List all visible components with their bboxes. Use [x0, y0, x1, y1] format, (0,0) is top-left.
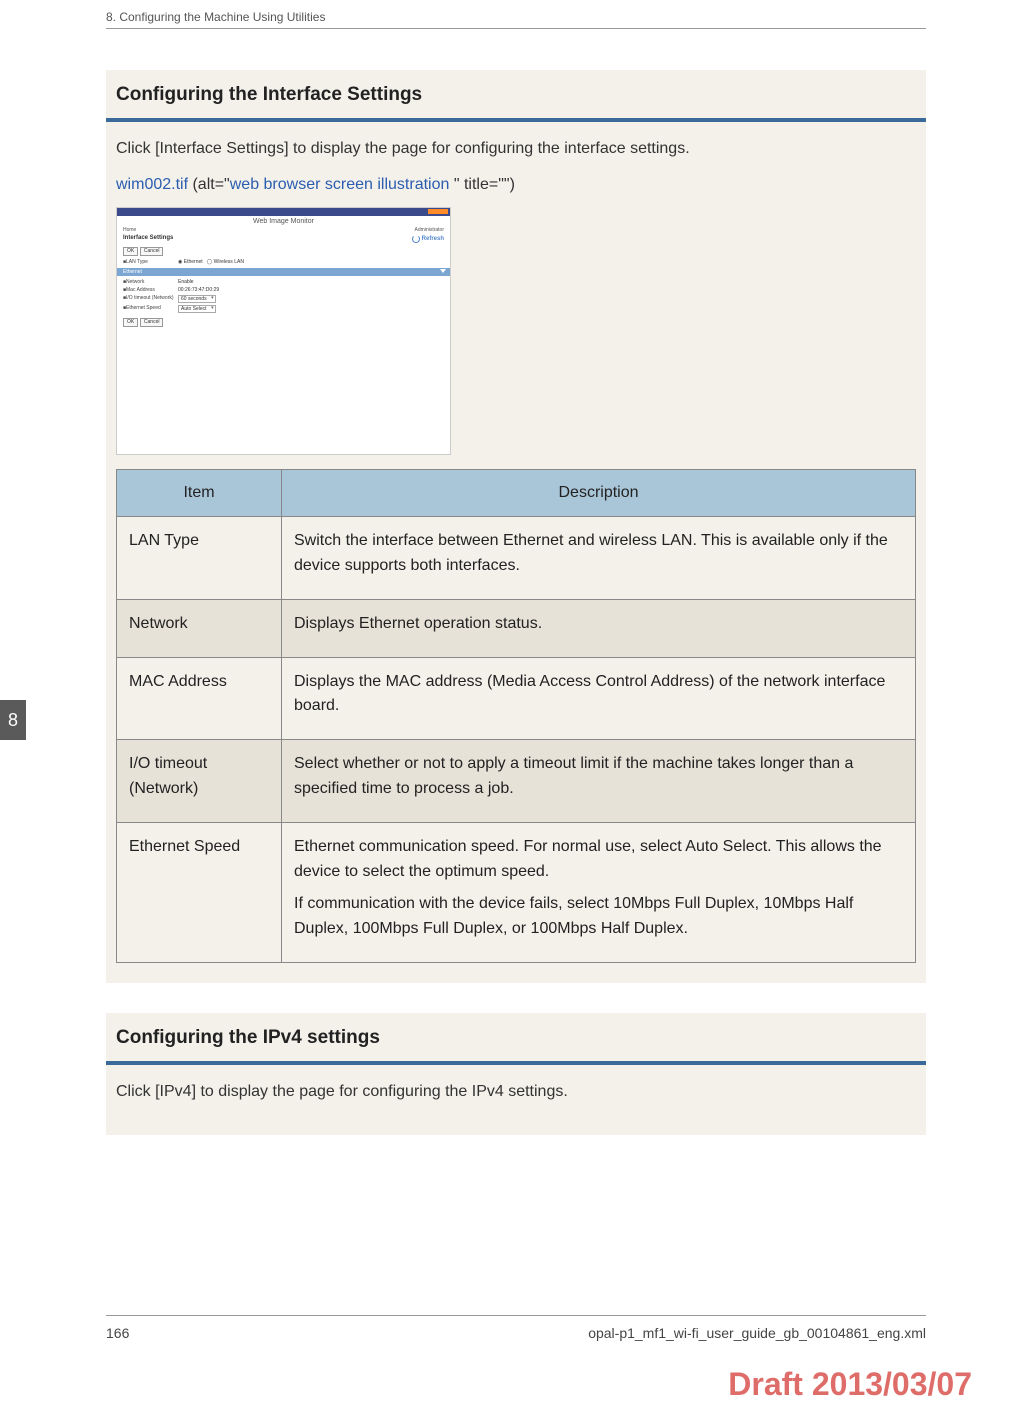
mb-io-select: 60 seconds	[178, 295, 216, 303]
header-rule	[106, 28, 926, 29]
draft-stamp: Draft 2013/03/07	[728, 1366, 972, 1403]
mb-cancel-button-bottom: Cancel	[140, 318, 164, 327]
cell-item: Ethernet Speed	[117, 822, 282, 962]
cell-description: Displays Ethernet operation status.	[282, 599, 916, 657]
mb-speed-row: ■Ethernet Speed Auto Select	[117, 304, 450, 314]
mb-page-heading-row: Interface Settings Refresh	[117, 233, 450, 247]
page-number: 166	[106, 1325, 129, 1341]
mb-refresh: Refresh	[412, 235, 444, 243]
footer-rule	[106, 1315, 926, 1316]
mb-speed-label: ■Ethernet Speed	[123, 305, 178, 313]
interface-settings-table: Item Description LAN TypeSwitch the inte…	[116, 469, 916, 963]
screenshot-illustration: Web Image Monitor Home Administrator Int…	[116, 207, 916, 455]
mb-ethernet-bar: Ethernet	[117, 268, 450, 276]
section-title: Configuring the Interface Settings	[106, 70, 926, 122]
description-paragraph: Displays Ethernet operation status.	[294, 612, 903, 637]
mb-mac-label: ■Mac Address	[123, 287, 178, 293]
mb-lan-wireless: ◯ Wireless LAN	[207, 259, 244, 265]
section-ipv4-settings: Configuring the IPv4 settings Click [IPv…	[106, 1013, 926, 1135]
mb-lan-type-label: ■LAN Type	[123, 259, 178, 265]
cell-item: MAC Address	[117, 657, 282, 740]
cell-description: Switch the interface between Ethernet an…	[282, 517, 916, 600]
mb-admin-label: Administrator	[415, 227, 444, 233]
mb-lan-ethernet: ◉ Ethernet	[178, 259, 203, 265]
mb-page-heading: Interface Settings	[123, 235, 173, 243]
mb-io-label: ■I/O timeout (Network)	[123, 295, 178, 303]
chapter-side-tab: 8	[0, 700, 26, 740]
mb-button-row-top: OK Cancel	[117, 247, 450, 258]
cell-description: Displays the MAC address (Media Access C…	[282, 657, 916, 740]
section-intro: Click [Interface Settings] to display th…	[116, 136, 916, 162]
mb-network-row: ■Network Enable	[117, 278, 450, 286]
image-ref-line: wim002.tif (alt="web browser screen illu…	[116, 172, 916, 198]
table-row: Network Displays Ethernet operation statu…	[117, 599, 916, 657]
image-alt-link[interactable]: web browser screen illustration	[230, 176, 450, 193]
cell-description: Select whether or not to apply a timeout…	[282, 740, 916, 823]
mb-home-link: Home	[123, 227, 136, 233]
cell-item: Network	[117, 599, 282, 657]
alt-prefix: (alt="	[188, 176, 230, 193]
mb-ok-button: OK	[123, 247, 138, 256]
mb-mac-row: ■Mac Address 00:26:73:47:D0:29	[117, 286, 450, 294]
chevron-down-icon	[440, 269, 446, 273]
table-row: LAN TypeSwitch the interface between Eth…	[117, 517, 916, 600]
description-paragraph: Switch the interface between Ethernet an…	[294, 529, 903, 579]
description-paragraph: Displays the MAC address (Media Access C…	[294, 670, 903, 720]
mb-top-right-accent	[428, 209, 448, 214]
section-intro: Click [IPv4] to display the page for con…	[116, 1079, 916, 1105]
mb-topbar	[117, 208, 450, 216]
table-row: MAC AddressDisplays the MAC address (Med…	[117, 657, 916, 740]
col-description: Description	[282, 470, 916, 517]
image-filename-link[interactable]: wim002.tif	[116, 176, 188, 193]
table-header-row: Item Description	[117, 470, 916, 517]
section-body: Click [IPv4] to display the page for con…	[106, 1065, 926, 1135]
mb-cancel-button: Cancel	[140, 247, 164, 256]
mb-ethernet-bar-label: Ethernet	[117, 269, 142, 275]
col-item: Item	[117, 470, 282, 517]
mb-button-row-bottom: OK Cancel	[117, 318, 450, 329]
mini-browser: Web Image Monitor Home Administrator Int…	[116, 207, 451, 455]
mb-network-label: ■Network	[123, 279, 178, 285]
mb-speed-select: Auto Select	[178, 305, 216, 313]
table-row: Ethernet SpeedEthernet communication spe…	[117, 822, 916, 962]
table-row: I/O timeout (Network)Select whether or n…	[117, 740, 916, 823]
mb-app-title: Web Image Monitor	[117, 216, 450, 227]
mb-network-value: Enable	[178, 279, 194, 285]
page-footer: 166 opal-p1_mf1_wi-fi_user_guide_gb_0010…	[106, 1325, 926, 1341]
mb-lan-type-row: ■LAN Type ◉ Ethernet ◯ Wireless LAN	[117, 258, 450, 266]
mb-mac-value: 00:26:73:47:D0:29	[178, 287, 219, 293]
cell-item: I/O timeout (Network)	[117, 740, 282, 823]
description-paragraph: Ethernet communication speed. For normal…	[294, 835, 903, 885]
description-paragraph: If communication with the device fails, …	[294, 892, 903, 942]
cell-description: Ethernet communication speed. For normal…	[282, 822, 916, 962]
description-paragraph: Select whether or not to apply a timeout…	[294, 752, 903, 802]
chapter-header: 8. Configuring the Machine Using Utiliti…	[106, 10, 325, 24]
section-title: Configuring the IPv4 settings	[106, 1013, 926, 1065]
cell-item: LAN Type	[117, 517, 282, 600]
content-area: Configuring the Interface Settings Click…	[106, 70, 926, 1165]
section-interface-settings: Configuring the Interface Settings Click…	[106, 70, 926, 983]
alt-suffix: " title="")	[449, 176, 515, 193]
mb-ok-button-bottom: OK	[123, 318, 138, 327]
section-body: Click [Interface Settings] to display th…	[106, 122, 926, 983]
source-file: opal-p1_mf1_wi-fi_user_guide_gb_00104861…	[588, 1325, 926, 1341]
mb-io-row: ■I/O timeout (Network) 60 seconds	[117, 294, 450, 304]
